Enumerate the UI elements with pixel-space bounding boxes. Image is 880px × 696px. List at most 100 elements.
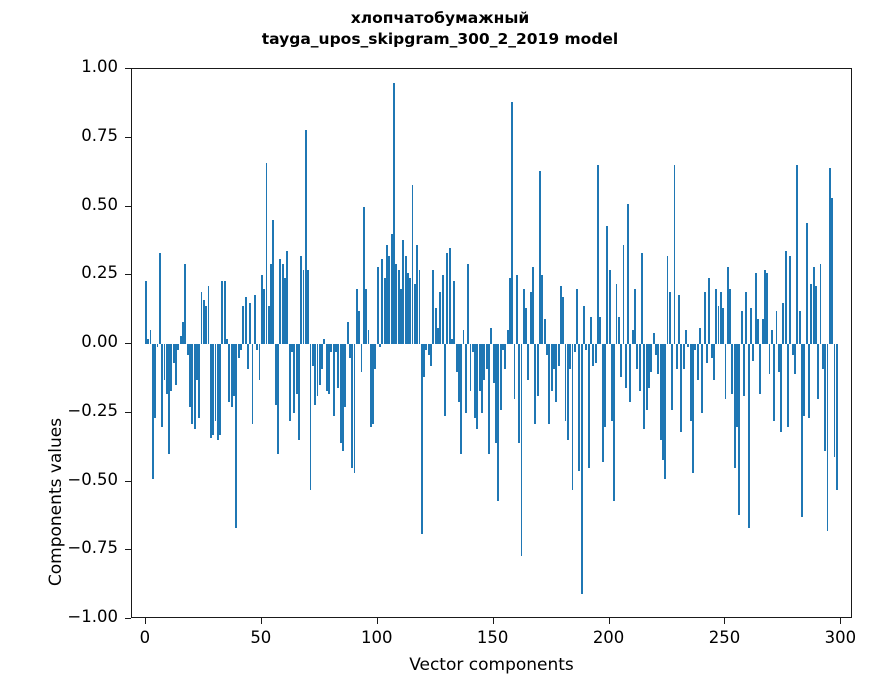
bar (464, 344, 467, 413)
bar (722, 308, 725, 344)
bar (309, 344, 312, 490)
bar (696, 344, 699, 380)
bar (163, 344, 166, 380)
bar (497, 344, 500, 501)
bar (346, 322, 349, 344)
plot-area (132, 69, 851, 617)
bar (520, 344, 523, 556)
bar (474, 344, 477, 419)
bar (511, 102, 514, 344)
bar (386, 245, 388, 344)
bar (441, 275, 444, 344)
bar (158, 253, 161, 344)
x-tick-label: 50 (250, 628, 272, 647)
bar (736, 344, 739, 427)
bar (427, 344, 430, 355)
bar (221, 280, 224, 344)
bar (534, 344, 537, 424)
y-tick-label: −0.50 (67, 469, 118, 489)
bar (673, 165, 676, 344)
bar (144, 280, 147, 344)
bar (207, 286, 210, 344)
bar (559, 286, 562, 344)
bar (156, 344, 159, 347)
bar (323, 338, 326, 344)
y-axis-label: Components values (46, 417, 66, 587)
bar-series (132, 69, 851, 617)
bar (675, 344, 678, 369)
bar (522, 289, 525, 344)
bar (715, 289, 718, 344)
x-tick-label: 250 (708, 628, 741, 647)
bar (311, 344, 314, 366)
bar (390, 234, 393, 344)
bar (573, 344, 576, 353)
bar (411, 184, 414, 344)
bar (504, 344, 507, 369)
bar (543, 319, 546, 344)
bar (603, 344, 606, 427)
bar (362, 206, 365, 344)
bar (518, 344, 521, 443)
bar (694, 344, 697, 350)
bar (490, 327, 493, 344)
y-tick-label: −0.25 (67, 400, 118, 420)
bar (782, 302, 785, 344)
bar (631, 330, 634, 344)
bar (372, 344, 375, 424)
y-tick-mark (125, 480, 131, 482)
bar (446, 253, 449, 344)
bar (692, 344, 694, 474)
bar (205, 305, 208, 344)
bar (147, 338, 150, 344)
bar (529, 291, 532, 344)
bar (355, 289, 358, 344)
bar (643, 344, 646, 430)
bar (552, 344, 555, 369)
bar (798, 311, 801, 344)
y-tick-mark (125, 205, 131, 207)
x-tick-label: 200 (592, 628, 625, 647)
x-tick-mark (376, 618, 378, 624)
bar (789, 256, 792, 344)
bar (393, 82, 395, 344)
bar (457, 344, 460, 402)
bar (803, 344, 806, 416)
bar (165, 344, 168, 394)
bar (613, 344, 616, 501)
x-tick-mark (608, 618, 610, 624)
bar (576, 289, 579, 344)
bar (351, 344, 354, 468)
x-tick-label: 150 (476, 628, 509, 647)
bar (743, 344, 745, 397)
bar (344, 344, 347, 408)
bar (745, 291, 748, 344)
chart-title-line-1: хлопчатобумажный (350, 9, 530, 27)
bar (230, 344, 233, 408)
bar (664, 344, 667, 479)
bar (562, 297, 565, 344)
bar (814, 286, 817, 344)
bar (399, 289, 402, 344)
bar (223, 280, 226, 344)
bar (321, 344, 324, 369)
bar (244, 297, 247, 344)
bar (495, 344, 497, 443)
bar (773, 344, 776, 421)
bar (826, 344, 829, 531)
x-axis-label: Vector components (409, 655, 574, 675)
bar (297, 344, 300, 441)
bar (831, 198, 834, 344)
bar (501, 344, 504, 350)
bar (729, 289, 732, 344)
bar (267, 305, 270, 344)
bar (432, 269, 435, 344)
bar (353, 344, 356, 474)
bar (627, 203, 630, 344)
bar (650, 344, 653, 372)
bar (634, 289, 637, 344)
bar (328, 344, 330, 394)
bar (161, 344, 164, 427)
bar (381, 258, 384, 344)
bar (418, 269, 421, 344)
